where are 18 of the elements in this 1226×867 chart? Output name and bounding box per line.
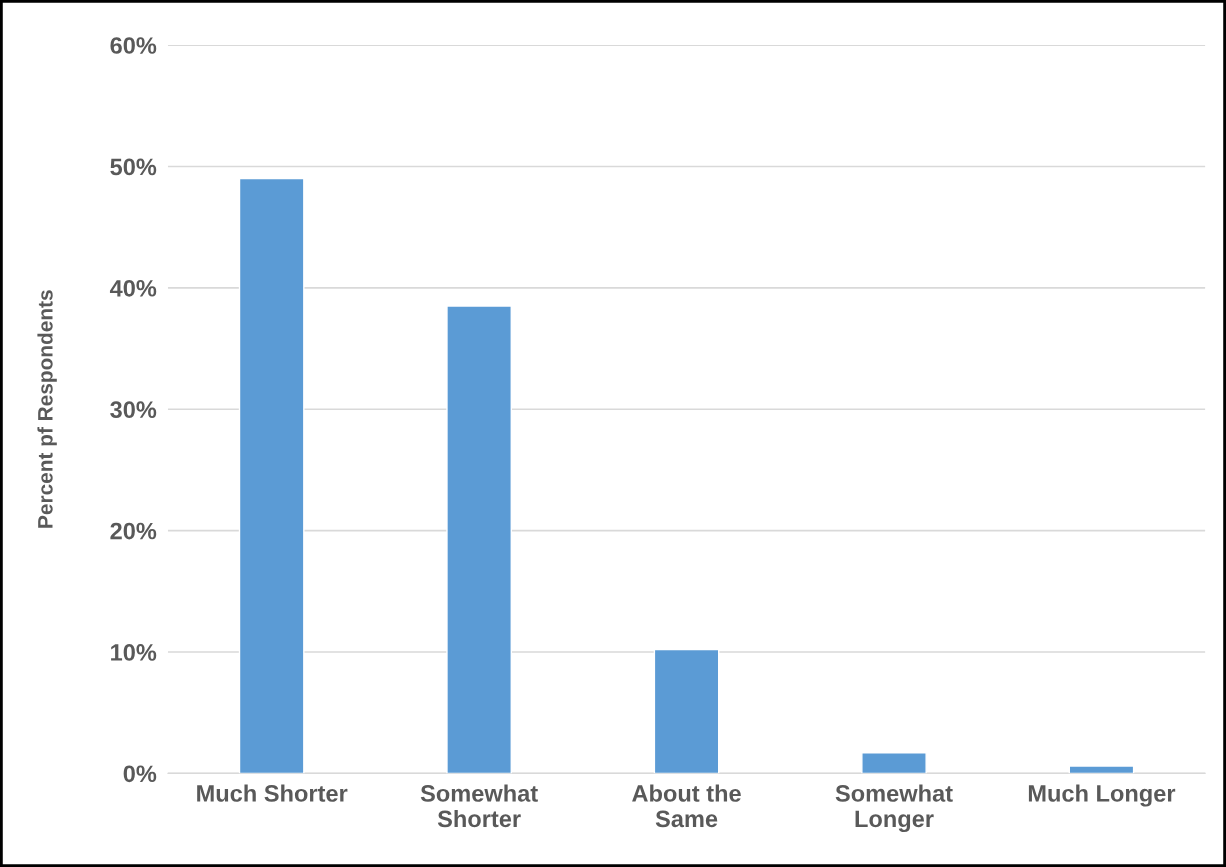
bar (446, 305, 512, 774)
x-tick-label: Somewhat Longer (835, 784, 953, 833)
bar (1068, 765, 1135, 774)
y-axis-title: Percent pf Respondents (37, 290, 57, 528)
x-tick-label: About the Same (632, 784, 741, 828)
x-tick-label: Much Longer (1028, 784, 1176, 807)
x-tick-label: Somewhat Shorter (420, 784, 538, 828)
bar (653, 648, 720, 774)
x-tick-label: Much Shorter (197, 784, 348, 802)
y-tick-label: 0% (123, 765, 157, 783)
y-tick-label: 60% (110, 37, 157, 54)
y-tick-label: 40% (109, 279, 157, 297)
bar (861, 752, 927, 774)
y-tick-label: 30% (110, 401, 157, 419)
bar (238, 177, 305, 774)
y-tick-label: 20% (110, 522, 157, 540)
y-tick-label: 10% (111, 644, 157, 661)
y-tick-label: 50% (110, 158, 157, 176)
